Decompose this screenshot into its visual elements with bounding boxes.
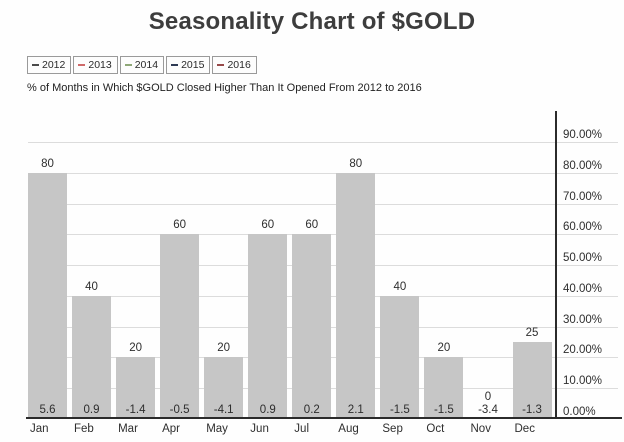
- gridline-90pct: [28, 142, 618, 143]
- bar-value-label-dec: 25: [525, 327, 539, 340]
- bar-footer-value-jun: 0.9: [259, 404, 276, 416]
- gridline-80pct: [28, 172, 618, 174]
- y-axis-tick-label: 50.00%: [563, 252, 603, 265]
- legend-dash-icon: [78, 64, 86, 66]
- page-title: Seasonality Chart of $GOLD: [148, 8, 476, 35]
- bar-dec: [512, 342, 552, 419]
- y-axis-tick-label: 70.00%: [563, 190, 603, 203]
- x-axis-label-sep: Sep: [382, 423, 403, 435]
- bar-footer-value-sep: -1.5: [389, 404, 410, 416]
- bar-value-label-sep: 40: [393, 280, 407, 293]
- x-axis-label-aug: Aug: [338, 423, 359, 435]
- chart-subtitle: % of Months in Which $GOLD Closed Higher…: [27, 82, 422, 94]
- bar-aug: [336, 172, 376, 419]
- legend-item-2014[interactable]: 2014: [119, 56, 165, 74]
- x-axis-line: [26, 417, 622, 419]
- bar-value-label-apr: 60: [173, 219, 186, 232]
- legend-item-2015[interactable]: 2015: [166, 56, 211, 74]
- bar-footer-value-aug: 2.1: [347, 404, 364, 416]
- legend-item-label: 2015: [181, 59, 205, 71]
- x-axis-label-jun: Jun: [250, 423, 269, 435]
- x-axis-label-apr: Apr: [162, 423, 180, 435]
- bar-footer-value-mar: -1.4: [125, 404, 146, 416]
- legend-item-2016[interactable]: 2016: [212, 56, 257, 74]
- legend-item-label: 2012: [42, 59, 66, 71]
- y-axis-tick-label: 10.00%: [563, 375, 603, 388]
- bar-footer-value-apr: -0.5: [169, 404, 190, 416]
- bar-apr: [160, 234, 200, 419]
- bar-footer-value-jan: 5.6: [39, 404, 56, 416]
- bar-may: [204, 357, 244, 419]
- y-axis-tick-label: 20.00%: [563, 344, 603, 357]
- x-axis-label-feb: Feb: [74, 423, 94, 435]
- bar-sep: [380, 295, 420, 419]
- bar-footer-value-feb: 0.9: [83, 404, 100, 416]
- legend-dash-icon: [32, 64, 39, 66]
- bar-footer-value-dec: -1.3: [522, 404, 542, 416]
- legend-item-label: 2013: [88, 59, 112, 71]
- bar-footer-value-may: -4.1: [213, 404, 234, 416]
- bar-value-label-feb: 40: [85, 280, 98, 293]
- x-axis-label-dec: Dec: [514, 423, 535, 435]
- bar-value-label-jun: 60: [261, 219, 275, 232]
- bar-footer-value-oct: -1.5: [433, 404, 454, 416]
- bar-jan: [28, 172, 67, 419]
- y-axis-tick-label: 60.00%: [563, 221, 603, 234]
- legend-dash-icon: [217, 64, 225, 66]
- y-axis-tick-label: 80.00%: [563, 159, 603, 172]
- y-axis-tick-label: 90.00%: [563, 129, 603, 141]
- legend-item-label: 2014: [134, 59, 159, 71]
- legend-item-2013[interactable]: 2013: [73, 56, 118, 74]
- legend: 2012 2013 2014 2015 2016: [27, 56, 257, 74]
- legend-item-label: 2016: [227, 59, 251, 71]
- y-axis-tick-label: 40.00%: [563, 282, 603, 295]
- bar-feb: [72, 295, 111, 419]
- bar-footer-value-jul: 0.2: [303, 404, 320, 416]
- x-axis-label-jul: Jul: [294, 423, 309, 435]
- bar-footer-value-nov: -3.4: [478, 404, 498, 416]
- x-axis-label-mar: Mar: [118, 423, 138, 435]
- legend-dash-icon: [171, 64, 179, 66]
- x-axis-label-may: May: [206, 423, 228, 435]
- bar-jul: [292, 234, 332, 419]
- legend-item-2012[interactable]: 2012: [27, 56, 72, 74]
- bar-value-label-aug: 80: [349, 157, 363, 170]
- bar-value-label-nov: 0: [484, 391, 492, 403]
- y-axis-line: [555, 111, 557, 419]
- y-axis-tick-label: 0.00%: [563, 406, 596, 418]
- x-axis-label-nov: Nov: [470, 423, 491, 435]
- bar-value-label-mar: 20: [129, 342, 142, 355]
- y-axis-tick-label: 30.00%: [563, 313, 603, 326]
- bar-value-label-jan: 80: [41, 157, 54, 170]
- bar-value-label-oct: 20: [437, 342, 451, 355]
- bar-value-label-jul: 60: [305, 219, 319, 232]
- x-axis-label-oct: Oct: [426, 423, 445, 435]
- legend-dash-icon: [124, 64, 132, 66]
- x-axis-label-jan: Jan: [30, 423, 49, 435]
- bar-value-label-may: 20: [217, 342, 231, 355]
- gridline-70pct: [28, 203, 618, 205]
- bar-jun: [248, 234, 288, 419]
- bar-oct: [424, 357, 464, 419]
- bar-mar: [116, 357, 156, 419]
